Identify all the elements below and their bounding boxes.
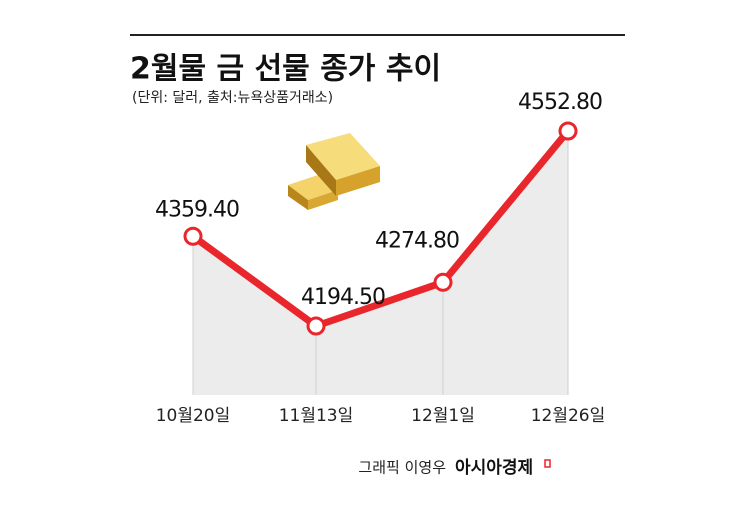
point xyxy=(183,226,203,246)
chart-title: 2월물 금 선물 종가 추이 xyxy=(130,52,441,87)
point xyxy=(306,316,326,336)
point xyxy=(433,272,453,292)
gold-bars xyxy=(288,133,380,210)
x-tick-label: 11월13일 xyxy=(279,406,354,426)
value-label: 4194.50 xyxy=(301,285,385,310)
point xyxy=(558,121,578,141)
area xyxy=(193,131,568,395)
brand-mark xyxy=(544,459,551,468)
x-tick-label: 12월26일 xyxy=(531,406,606,426)
brand: 아시아경제 xyxy=(455,458,533,478)
x-tick-label: 10월20일 xyxy=(156,406,231,426)
value-label: 4359.40 xyxy=(155,197,239,222)
x-tick-label: 12월1일 xyxy=(411,406,475,426)
credit: 그래픽 이영우 xyxy=(358,459,446,477)
value-label: 4552.80 xyxy=(518,90,602,115)
chart-subtitle: (단위: 달러, 출처:뉴욕상품거래소) xyxy=(132,90,333,106)
line xyxy=(190,128,571,330)
value-label: 4274.80 xyxy=(375,228,459,253)
